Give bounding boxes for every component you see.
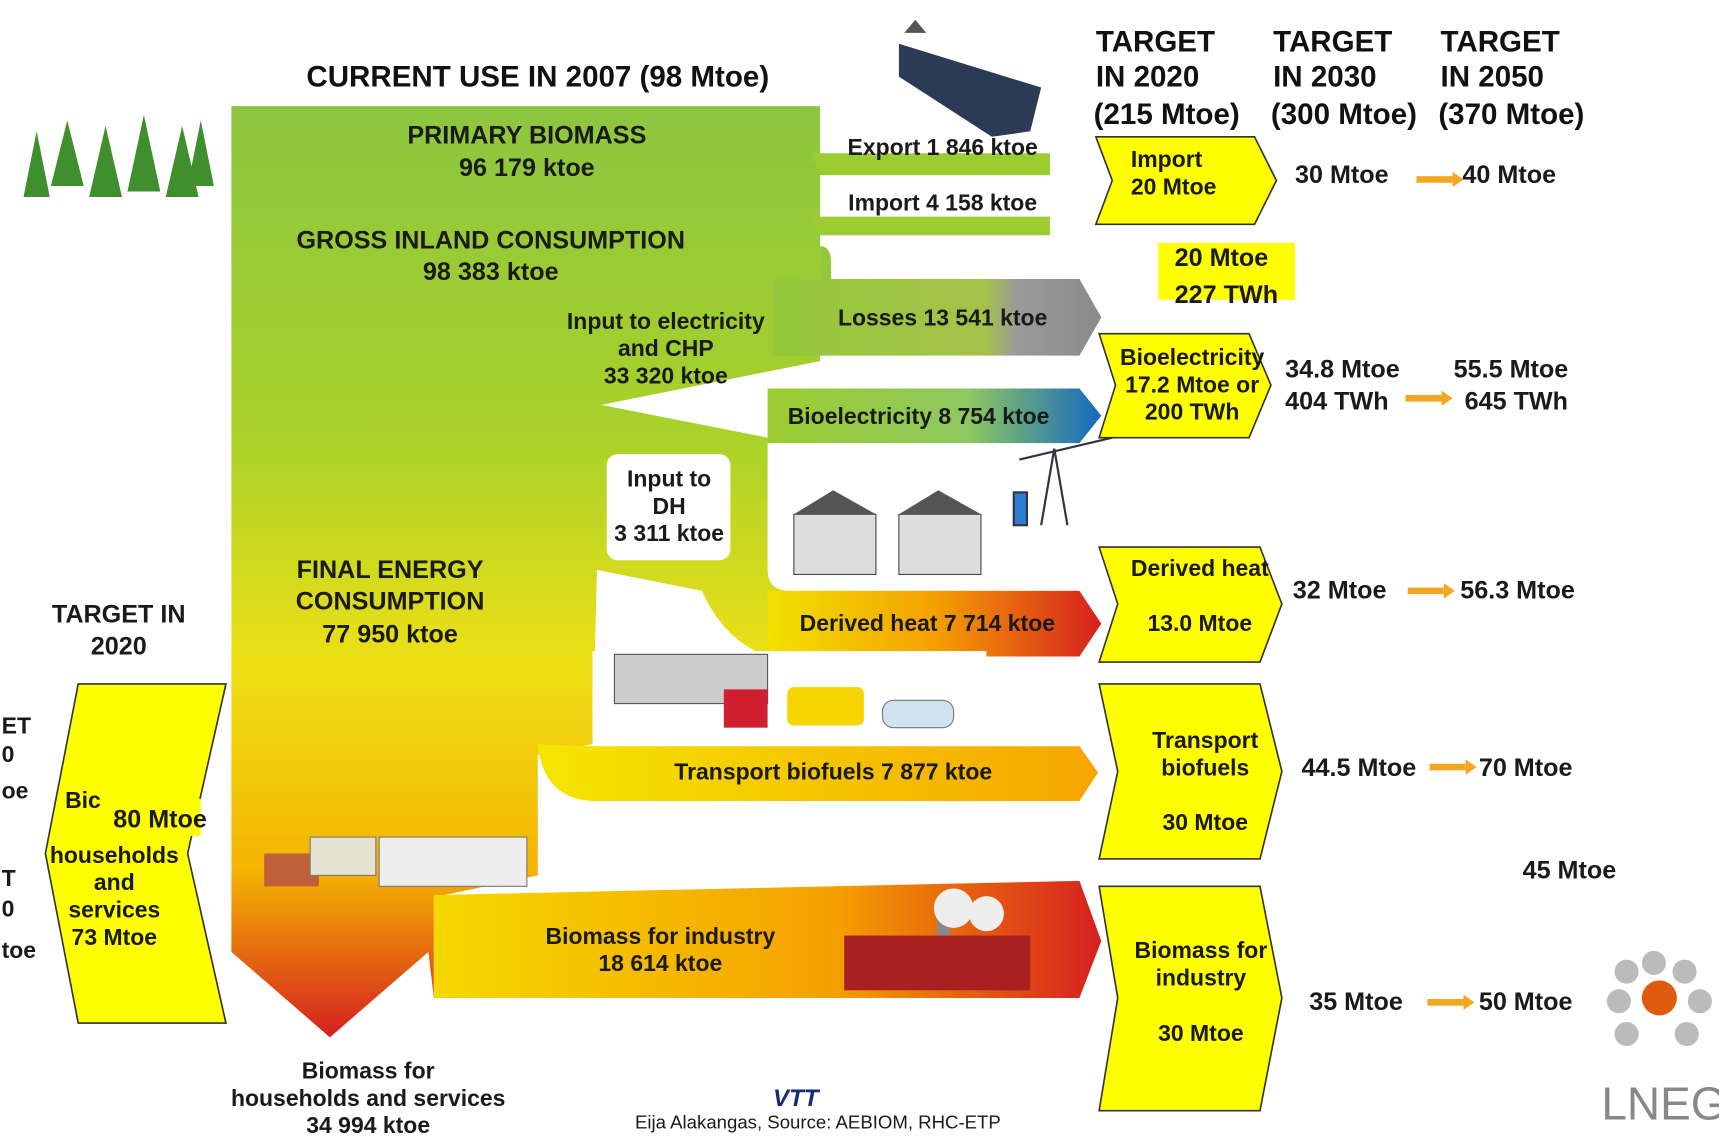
target-2030: 30 Mtoe [1295,161,1389,189]
target-header: IN 2020 [1096,61,1199,94]
cut-text: ET [2,713,31,739]
target-text: 30 Mtoe [1158,1020,1244,1046]
flow-label: FINAL ENERGY [297,556,484,584]
target-text: Bioelectricity [1120,344,1264,370]
target-header: (370 Mtoe) [1438,98,1584,131]
target-2030: 34.8 Mtoe [1285,356,1400,384]
target-2050: 645 TWh [1465,387,1568,415]
arrow-head [1444,583,1455,598]
target-2030: 32 Mtoe [1293,577,1387,605]
page: CURRENT USE IN 2007 (98 Mtoe) TARGET IN … [0,0,1719,1138]
target-2030: 404 TWh [1285,387,1388,415]
flow-label: Input to [627,465,711,491]
target-2050: 40 Mtoe [1462,161,1556,189]
left-header: TARGET IN [52,601,186,629]
target-text: Derived heat [1131,555,1269,581]
target-header: TARGET [1273,26,1392,59]
target-2050: 50 Mtoe [1479,988,1573,1016]
target-text: Transport [1152,727,1258,753]
import-band [809,217,1050,236]
target-text: Bic [65,787,101,813]
flow-label: Losses 13 541 ktoe [838,305,1047,331]
title: CURRENT USE IN 2007 (98 Mtoe) [306,61,769,94]
flow-label: Biomass for [302,1057,435,1083]
lneg-logo [1607,951,1712,1046]
target-text: 30 Mtoe [1163,809,1249,835]
flow-label: Biomass for industry [545,923,775,949]
target-header: TARGET [1096,26,1215,59]
flow-label: CONSUMPTION [296,588,485,616]
arrow-head [1464,995,1475,1010]
target-header: IN 2050 [1441,61,1544,94]
target-header: (215 Mtoe) [1094,98,1240,131]
arrow-head [1442,391,1453,406]
overlay-text: 80 Mtoe [113,805,207,833]
vtt-logo: VTT [773,1085,821,1112]
flow-label: Import 4 158 ktoe [848,190,1037,216]
target-text: Import [1131,146,1203,172]
flow-label: 3 311 ktoe [614,520,724,546]
flow-label: 77 950 ktoe [322,620,458,648]
lneg-text: LNEG [1601,1078,1719,1130]
flow-label: PRIMARY BIOMASS [407,121,646,149]
target-header: TARGET [1441,26,1560,59]
flow-label: Input to electricity [567,308,765,334]
target-2030: 44.5 Mtoe [1302,754,1417,782]
flow-label: 98 383 ktoe [423,258,559,286]
flow-label: Bioelectricity 8 754 ktoe [788,403,1050,429]
flow-label: 33 320 ktoe [604,363,728,389]
target-text: 73 Mtoe [72,924,158,950]
target-2030: 35 Mtoe [1309,988,1403,1016]
target-text: Biomass for [1135,937,1268,963]
target-2050: 56.3 Mtoe [1460,577,1575,605]
target-text: 200 TWh [1145,399,1239,425]
target-text: 17.2 Mtoe or [1125,371,1259,397]
cut-text: T [2,865,16,891]
flow-label: households and services [231,1085,505,1111]
target-2050: 55.5 Mtoe [1454,356,1569,384]
credit: Eija Alakangas, Source: AEBIOM, RHC-ETP [635,1112,1001,1133]
ship [899,20,1041,137]
arrow-head [1466,759,1477,774]
target-text: 13.0 Mtoe [1147,610,1252,636]
flow-label: Transport biofuels 7 877 ktoe [674,759,992,785]
flow-label: 18 614 ktoe [598,950,722,976]
left-header: 2020 [91,632,147,660]
flow-label: Derived heat 7 714 ktoe [800,610,1055,636]
households-arrow [231,952,428,1037]
trunk-right [820,246,831,279]
cut-text: oe [2,777,29,803]
diagram: CURRENT USE IN 2007 (98 Mtoe) TARGET IN … [0,0,1719,1138]
flow-label: 34 994 ktoe [306,1112,430,1138]
flow-label: and CHP [618,335,714,361]
cut-text: 0 [2,895,15,921]
overlay-text: 227 TWh [1175,281,1278,309]
cut-text: 0 [2,741,15,767]
flow-label: DH [653,493,686,519]
target-text: biofuels [1161,754,1249,780]
flow-label: Export 1 846 ktoe [848,134,1038,160]
target-header: (300 Mtoe) [1271,98,1417,131]
flow-label: GROSS INLAND CONSUMPTION [296,226,685,254]
target-text: 20 Mtoe [1131,173,1217,199]
industry-target [1099,886,1282,1110]
cut-text: toe [2,937,36,963]
overlay-text: 45 Mtoe [1523,857,1617,885]
target-2050: 70 Mtoe [1479,754,1573,782]
overlay-text: 20 Mtoe [1175,244,1269,272]
trees [24,115,214,197]
target-text: and [94,869,135,895]
target-text: households [50,842,179,868]
target-text: services [68,897,160,923]
target-text: industry [1156,964,1247,990]
target-header: IN 2030 [1273,61,1376,94]
flow-label: 96 179 ktoe [459,154,595,182]
